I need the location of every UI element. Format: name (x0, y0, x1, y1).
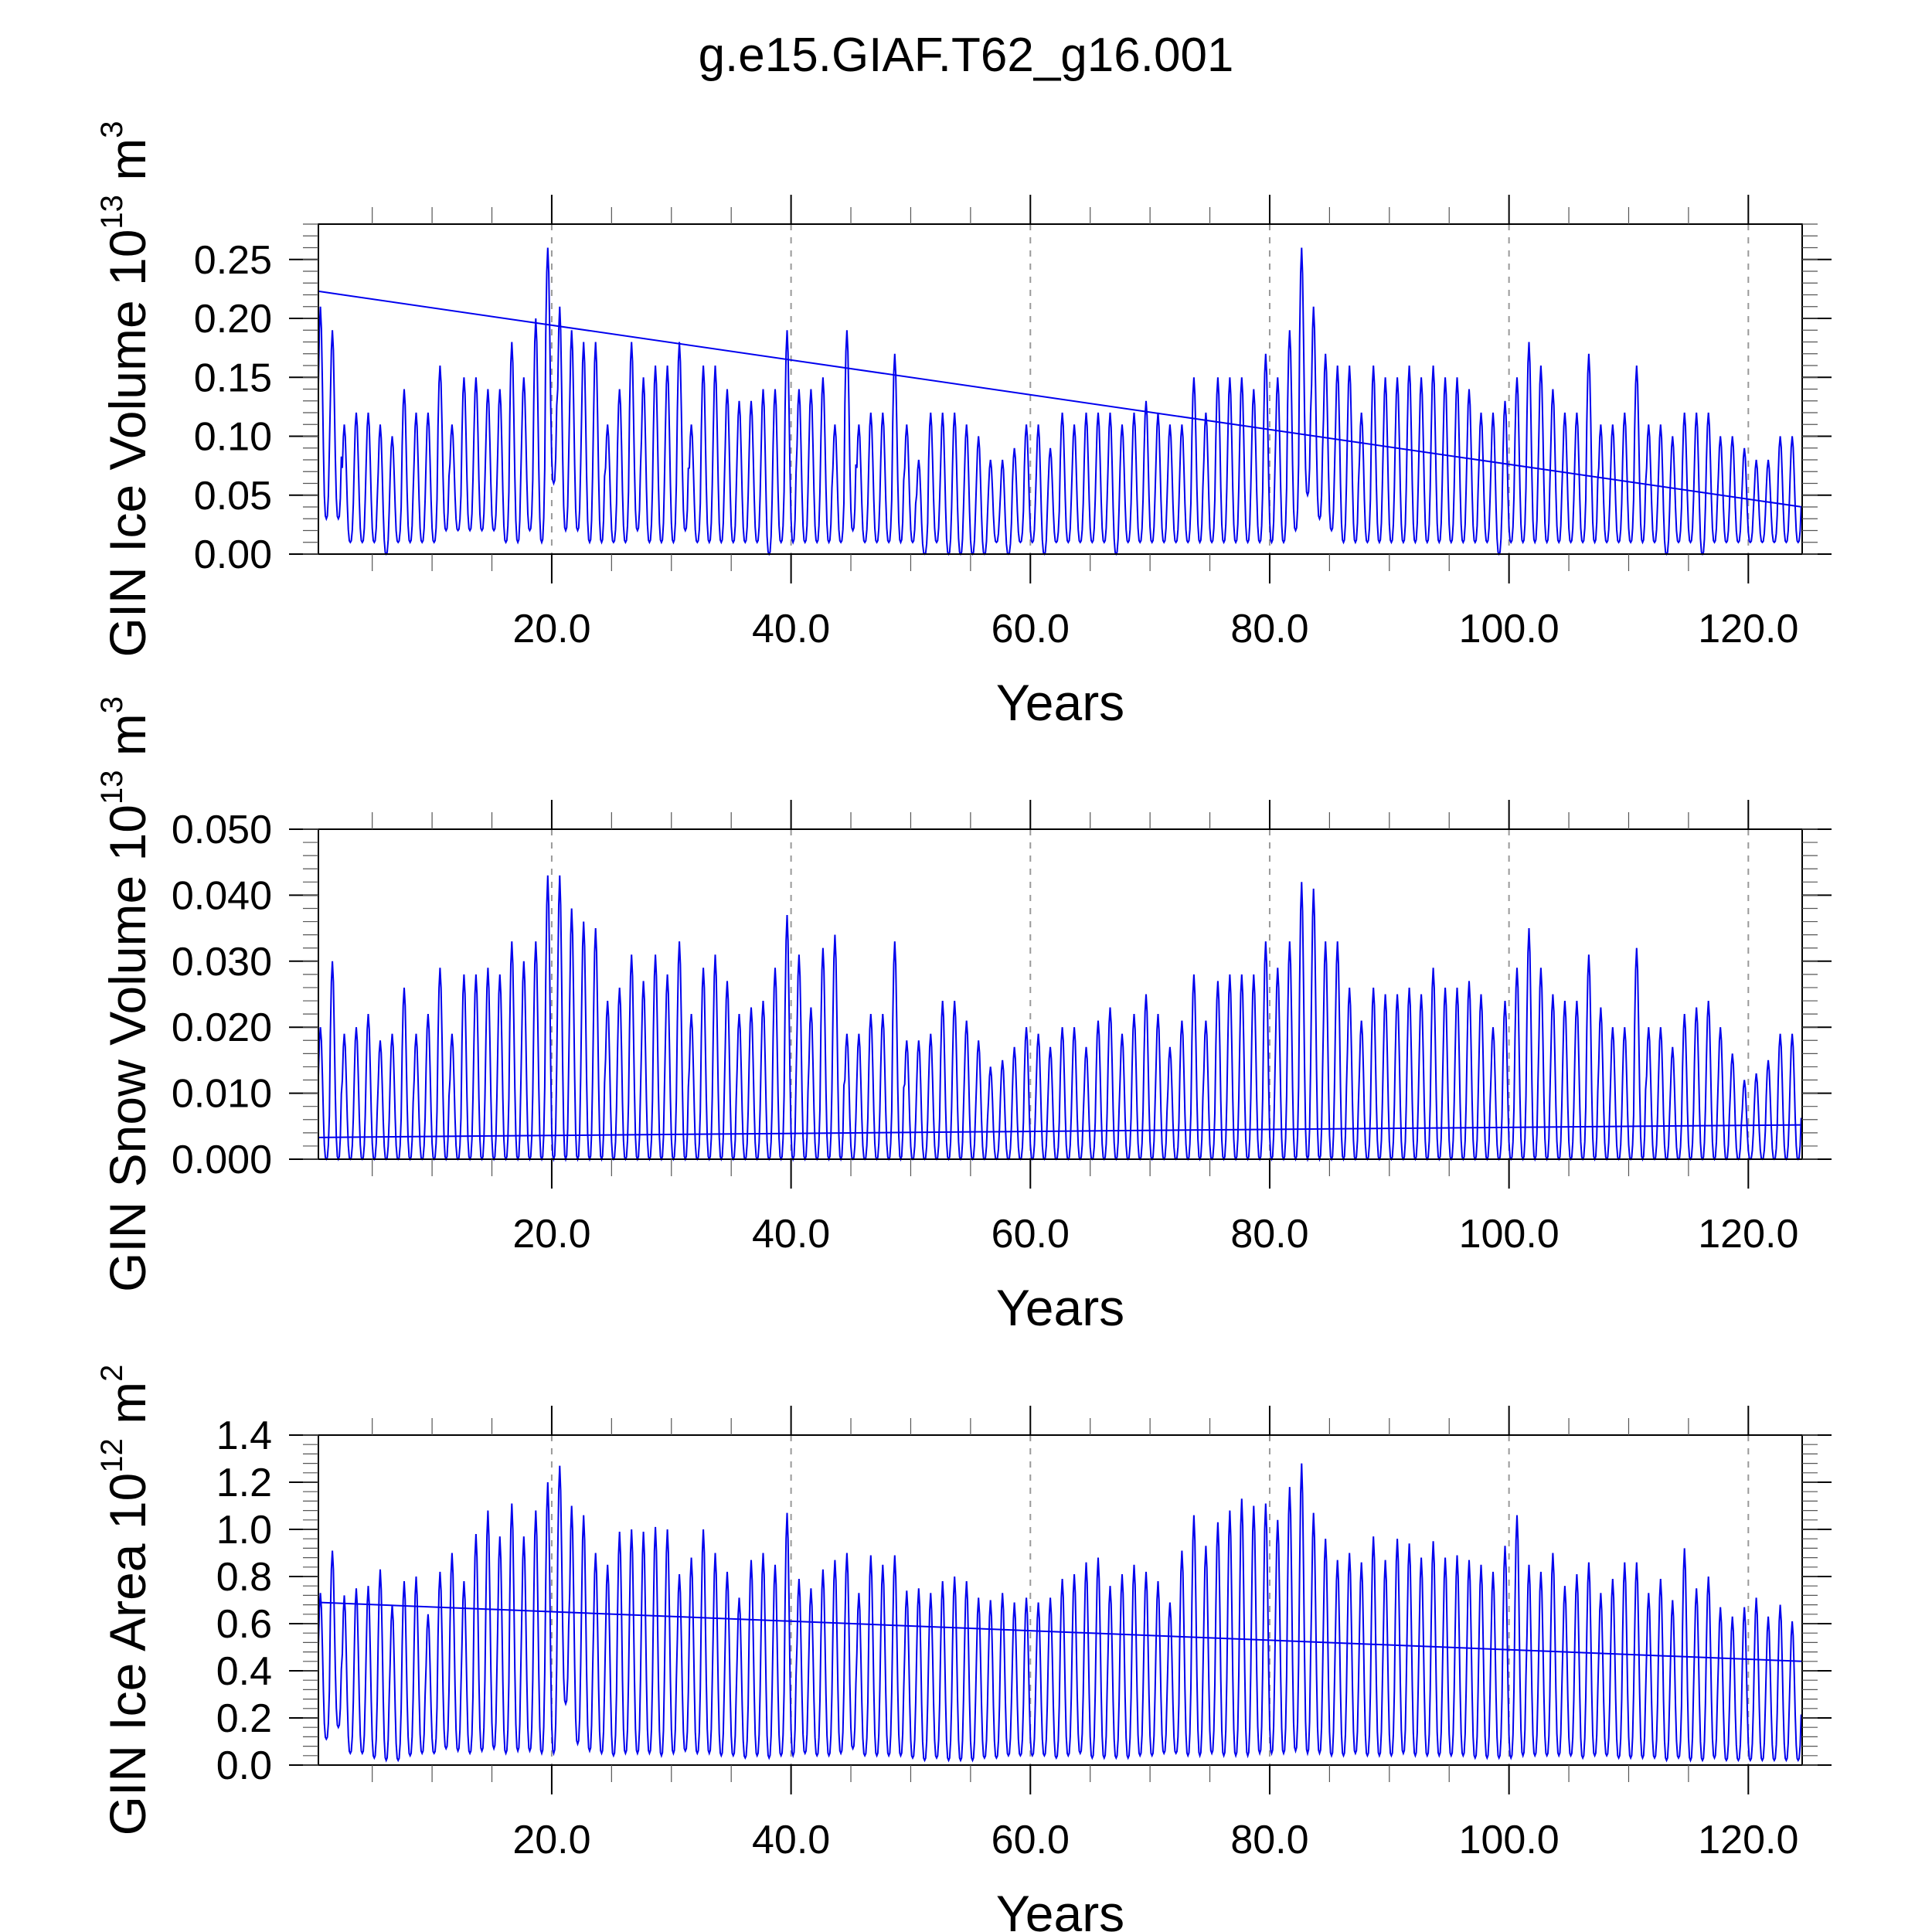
y-tick-label: 0.05 (194, 474, 272, 519)
x-tick-label: 40.0 (752, 1818, 830, 1862)
x-tick-label: 60.0 (992, 1818, 1070, 1862)
trend-line (318, 290, 1803, 508)
x-tick-label: 20.0 (512, 1818, 590, 1862)
y-tick-label: 0.6 (216, 1602, 272, 1647)
y-tick-label: 0.8 (216, 1555, 272, 1600)
y-tick-label: 0.040 (172, 873, 272, 918)
x-tick-label: 120.0 (1698, 1818, 1798, 1862)
x-tick-label: 40.0 (752, 607, 830, 651)
y-tick-label: 1.0 (216, 1508, 272, 1553)
x-tick-label: 40.0 (752, 1212, 830, 1257)
x-tick-label: 80.0 (1230, 1818, 1308, 1862)
panel-1: 0.00 0.05 0.10 0.15 0.20 0.25 20.0 40.0 60.0 80.0… (95, 121, 1832, 731)
y-tick-label: 0.20 (194, 297, 272, 342)
y-tick-label: 0.2 (216, 1696, 272, 1741)
x-axis-label: Years (996, 1279, 1124, 1336)
y-tick-label: 0.020 (172, 1005, 272, 1050)
x-tick-label: 100.0 (1459, 1212, 1560, 1257)
x-tick-label: 120.0 (1698, 1212, 1798, 1257)
trend-line (318, 1124, 1803, 1138)
x-axis-label: Years (996, 1885, 1124, 1932)
y-tick-label: 0.050 (172, 808, 272, 852)
plot-frame (318, 828, 1803, 1160)
trend-line (318, 1601, 1803, 1662)
chart-title: g.e15.GIAF.T62_g16.001 (699, 29, 1234, 82)
series-line (318, 247, 1802, 556)
y-axis-label: GIN Ice Area 1012 m2 (95, 1365, 156, 1836)
x-tick-label: 20.0 (512, 1212, 590, 1257)
plot-frame (318, 1434, 1803, 1766)
y-tick-label: 1.2 (216, 1461, 272, 1505)
y-tick-label: 0.000 (172, 1138, 272, 1182)
x-tick-label: 120.0 (1698, 607, 1798, 651)
x-tick-label: 100.0 (1459, 607, 1560, 651)
y-tick-label: 1.4 (216, 1413, 272, 1458)
x-tick-label: 80.0 (1230, 1212, 1308, 1257)
x-axis-label: Years (996, 674, 1124, 731)
x-tick-label: 20.0 (512, 607, 590, 651)
y-tick-label: 0.25 (194, 238, 272, 283)
y-tick-label: 0.0 (216, 1743, 272, 1788)
series-line (318, 875, 1802, 1162)
panel-3: 0.00.20.40.60.81.01.21.4 20.0 40.0 60.0 80.0… (95, 1365, 1832, 1932)
x-tick-label: 60.0 (992, 607, 1070, 651)
x-tick-label: 80.0 (1230, 607, 1308, 651)
y-tick-label: 0.10 (194, 415, 272, 460)
y-axis-label: GIN Ice Volume 1013 m3 (95, 121, 156, 657)
y-axis-label: GIN Snow Volume 1013 m3 (95, 696, 156, 1292)
y-tick-label: 0.010 (172, 1072, 272, 1117)
y-tick-label: 0.00 (194, 532, 272, 577)
panels: 0.00 0.05 0.10 0.15 0.20 0.25 20.0 40.0 60.0 80.0… (95, 121, 1832, 1932)
y-tick-label: 0.4 (216, 1649, 272, 1694)
y-tick-label: 0.030 (172, 940, 272, 985)
x-tick-label: 60.0 (992, 1212, 1070, 1257)
series-line (318, 1463, 1802, 1763)
x-tick-label: 100.0 (1459, 1818, 1560, 1862)
panel-2: 0.000 0.010 0.020 0.030 0.040 0.050 20.0 40.0 60… (95, 696, 1832, 1336)
y-tick-label: 0.15 (194, 355, 272, 400)
